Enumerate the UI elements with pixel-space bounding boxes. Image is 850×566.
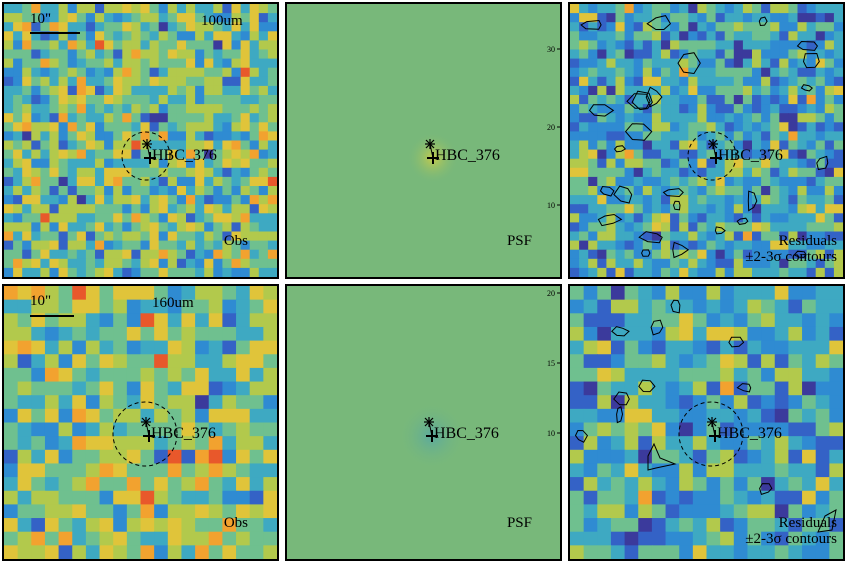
map-image: 20 15 10: [287, 286, 560, 559]
tick-label: 20: [547, 289, 555, 298]
contour-note: ±2-3σ contours: [745, 249, 837, 265]
source-overlay: [121, 131, 171, 181]
panel-type-label: PSF: [506, 233, 532, 249]
aperture-circle: [112, 401, 178, 467]
panel-res-100: HBC_376 Residuals ±2-3σ contours: [568, 2, 845, 279]
source-name-label: HBC_376: [435, 147, 500, 164]
map-image: 30 20 10: [287, 4, 560, 277]
source-overlay: [112, 401, 178, 467]
scale-bar: [30, 32, 80, 34]
tick-label: 20: [547, 123, 555, 132]
residuals-title: Residuals: [778, 515, 837, 531]
residuals-label: Residuals ±2-3σ contours: [745, 515, 837, 547]
map-image: [4, 286, 277, 559]
panel-obs-100: HBC_376 10" 100um Obs: [2, 2, 279, 279]
source-name-label: HBC_376: [151, 425, 216, 442]
tick-label: 10: [547, 429, 555, 438]
scale-bar-label: 10": [30, 11, 52, 27]
panel-type-label: PSF: [506, 515, 532, 531]
panel-psf-100: 30 20 10 HBC_376 PSF: [285, 2, 562, 279]
aperture-circle: [687, 131, 737, 181]
contour-note: ±2-3σ contours: [745, 531, 837, 547]
source-name-label: HBC_376: [718, 147, 783, 164]
aperture-circle: [121, 131, 171, 181]
panel-res-160: HBC_376 Residuals ±2-3σ contours: [568, 284, 845, 561]
residuals-title: Residuals: [778, 233, 837, 249]
tick-label: 30: [547, 45, 555, 54]
aperture-circle: [678, 401, 744, 467]
panel-psf-160: 20 15 10 HBC_376 PSF: [285, 284, 562, 561]
tick-label: 15: [547, 359, 555, 368]
scale-bar: [30, 315, 74, 317]
source-overlay: [678, 401, 744, 467]
source-name-label: HBC_376: [717, 425, 782, 442]
map-image: [570, 4, 843, 277]
map-image: [4, 4, 277, 277]
source-overlay: [687, 131, 737, 181]
source-name-label: HBC_376: [434, 425, 499, 442]
tick-label: 10: [547, 201, 555, 210]
panel-type-label: Obs: [223, 233, 248, 249]
panel-type-label: Obs: [223, 515, 248, 531]
source-overlay: [425, 139, 439, 164]
scale-bar-label: 10": [30, 293, 52, 309]
wavelength-label: 100um: [201, 13, 243, 29]
source-name-label: HBC_376: [152, 147, 217, 164]
source-overlay: [424, 417, 438, 442]
residuals-label: Residuals ±2-3σ contours: [745, 233, 837, 265]
panel-obs-160: HBC_376 10" 160um Obs: [2, 284, 279, 561]
wavelength-label: 160um: [152, 295, 194, 311]
map-image: [570, 286, 843, 559]
